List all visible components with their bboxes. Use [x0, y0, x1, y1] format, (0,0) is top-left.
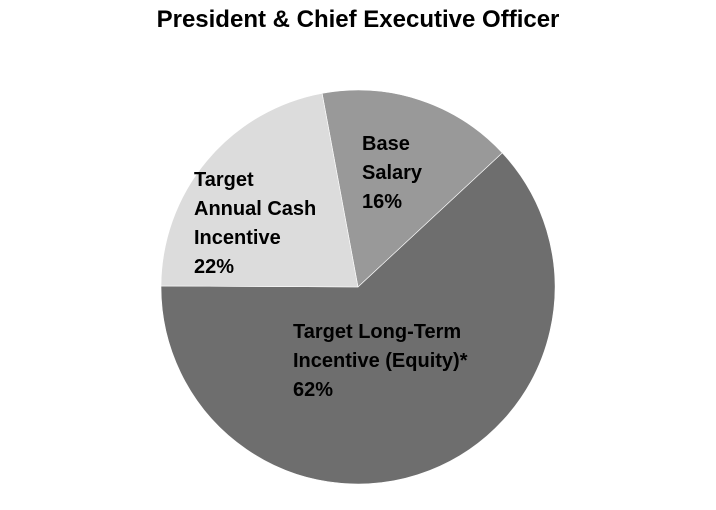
slice-label: Target Annual Cash Incentive — [194, 169, 316, 249]
slice-label: Base Salary — [362, 133, 423, 184]
slice-value-label: 62% — [293, 379, 333, 401]
pie-slice — [321, 89, 503, 288]
pie-slice — [160, 152, 556, 485]
slice-value-label: 16% — [362, 191, 402, 213]
chart-title: President & Chief Executive Officer — [157, 6, 560, 33]
slice-value-label: 22% — [194, 256, 234, 278]
pie-slice — [160, 92, 359, 288]
slice-label: Target Long-Term Incentive (Equity)* — [293, 321, 468, 372]
